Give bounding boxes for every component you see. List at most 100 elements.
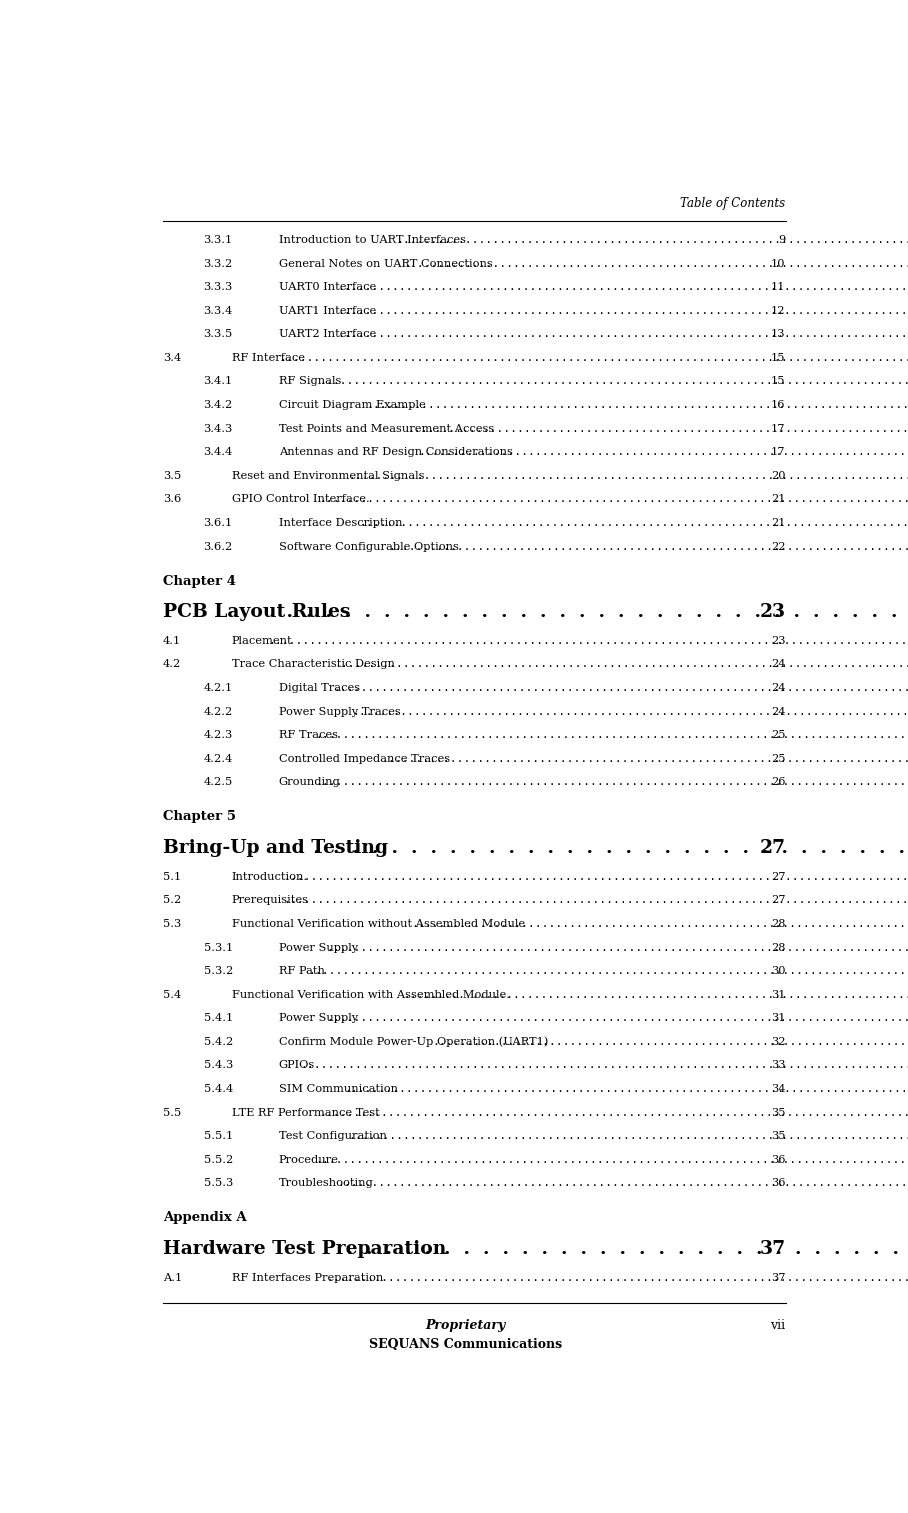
Text: 3.3.1: 3.3.1 — [203, 235, 232, 245]
Text: Placement: Placement — [232, 635, 292, 646]
Text: 32: 32 — [771, 1036, 785, 1047]
Text: vii: vii — [770, 1319, 785, 1331]
Text: ................................................................................: ........................................… — [407, 424, 908, 434]
Text: ................................................................................: ........................................… — [337, 1179, 908, 1188]
Text: 37: 37 — [771, 1272, 785, 1283]
Text: 13: 13 — [771, 330, 785, 339]
Text: 3.5: 3.5 — [163, 471, 181, 481]
Text: ................................................................................: ........................................… — [337, 281, 908, 292]
Text: 3.4.2: 3.4.2 — [203, 399, 232, 410]
Text: 3.4.1: 3.4.1 — [203, 377, 232, 386]
Text: .  .  .  .  .  .  .  .  .  .  .  .  .  .  .  .  .  .  .  .  .  .  .  .  .  .  . : . . . . . . . . . . . . . . . . . . . . … — [340, 1239, 906, 1257]
Text: 20: 20 — [771, 471, 785, 481]
Text: 17: 17 — [771, 448, 785, 457]
Text: 12: 12 — [771, 306, 785, 316]
Text: General Notes on UART Connections: General Notes on UART Connections — [279, 259, 493, 268]
Text: Interface Description: Interface Description — [279, 517, 402, 528]
Text: SEQUANS Communications: SEQUANS Communications — [369, 1339, 562, 1351]
Text: 23: 23 — [771, 635, 785, 646]
Text: 36: 36 — [771, 1179, 785, 1188]
Text: ................................................................................: ........................................… — [349, 1132, 908, 1141]
Text: ................................................................................: ........................................… — [320, 495, 908, 504]
Text: UART2 Interface: UART2 Interface — [279, 330, 376, 339]
Text: Appendix A: Appendix A — [163, 1212, 246, 1224]
Text: Power Supply: Power Supply — [279, 943, 358, 953]
Text: 5.2: 5.2 — [163, 896, 181, 905]
Text: 5.5.2: 5.5.2 — [203, 1154, 232, 1165]
Text: Test Points and Measurement Access: Test Points and Measurement Access — [279, 424, 494, 434]
Text: 3.3.4: 3.3.4 — [203, 306, 232, 316]
Text: UART0 Interface: UART0 Interface — [279, 281, 376, 292]
Text: ................................................................................: ........................................… — [389, 542, 908, 552]
Text: ................................................................................: ........................................… — [301, 1061, 908, 1070]
Text: 27: 27 — [771, 896, 785, 905]
Text: ................................................................................: ........................................… — [333, 682, 908, 693]
Text: 26: 26 — [771, 778, 785, 787]
Text: 22: 22 — [771, 542, 785, 552]
Text: ................................................................................: ........................................… — [319, 377, 908, 386]
Text: 31: 31 — [771, 1014, 785, 1023]
Text: 5.3: 5.3 — [163, 918, 181, 929]
Text: Introduction to UART Interfaces: Introduction to UART Interfaces — [279, 235, 466, 245]
Text: 36: 36 — [771, 1154, 785, 1165]
Text: 5.4.3: 5.4.3 — [203, 1061, 232, 1070]
Text: 3.6.2: 3.6.2 — [203, 542, 232, 552]
Text: ................................................................................: ........................................… — [315, 778, 908, 787]
Text: 3.3.5: 3.3.5 — [203, 330, 232, 339]
Text: ................................................................................: ........................................… — [396, 235, 908, 245]
Text: ................................................................................: ........................................… — [367, 399, 908, 410]
Text: ................................................................................: ........................................… — [315, 1154, 908, 1165]
Text: 4.2.4: 4.2.4 — [203, 753, 232, 764]
Text: LTE RF Performance Test: LTE RF Performance Test — [232, 1108, 380, 1118]
Text: ................................................................................: ........................................… — [337, 330, 908, 339]
Text: 24: 24 — [771, 707, 785, 717]
Text: 34: 34 — [771, 1083, 785, 1094]
Text: Functional Verification with Assembled Module.: Functional Verification with Assembled M… — [232, 990, 509, 1000]
Text: ................................................................................: ........................................… — [282, 871, 908, 882]
Text: 30: 30 — [771, 967, 785, 976]
Text: Functional Verification without Assembled Module: Functional Verification without Assemble… — [232, 918, 525, 929]
Text: 24: 24 — [771, 660, 785, 669]
Text: 5.5.3: 5.5.3 — [203, 1179, 232, 1188]
Text: ................................................................................: ........................................… — [327, 1272, 908, 1283]
Text: 3.4.4: 3.4.4 — [203, 448, 232, 457]
Text: 25: 25 — [771, 731, 785, 740]
Text: 24: 24 — [771, 682, 785, 693]
Text: 5.5.1: 5.5.1 — [203, 1132, 232, 1141]
Text: 5.5: 5.5 — [163, 1108, 181, 1118]
Text: ................................................................................: ........................................… — [279, 353, 908, 363]
Text: 28: 28 — [771, 943, 785, 953]
Text: ................................................................................: ........................................… — [326, 943, 908, 953]
Text: 4.2: 4.2 — [163, 660, 181, 669]
Text: 3.6.1: 3.6.1 — [203, 517, 232, 528]
Text: 25: 25 — [771, 753, 785, 764]
Text: RF Interfaces Preparation: RF Interfaces Preparation — [232, 1272, 383, 1283]
Text: Trace Characteristic Design: Trace Characteristic Design — [232, 660, 395, 669]
Text: ................................................................................: ........................................… — [282, 896, 908, 905]
Text: 28: 28 — [771, 918, 785, 929]
Text: .  .  .  .  .  .  .  .  .  .  .  .  .  .  .  .  .  .  .  .  .  .  .  .  .  .  . : . . . . . . . . . . . . . . . . . . . . … — [307, 838, 908, 856]
Text: 4.2.5: 4.2.5 — [203, 778, 232, 787]
Text: 5.4.2: 5.4.2 — [203, 1036, 232, 1047]
Text: Table of Contents: Table of Contents — [680, 197, 785, 209]
Text: ................................................................................: ........................................… — [320, 1108, 908, 1118]
Text: 27: 27 — [759, 838, 785, 856]
Text: 3.4: 3.4 — [163, 353, 181, 363]
Text: Power Supply: Power Supply — [279, 1014, 358, 1023]
Text: ................................................................................: ........................................… — [326, 1014, 908, 1023]
Text: Power Supply Traces: Power Supply Traces — [279, 707, 400, 717]
Text: 5.3.1: 5.3.1 — [203, 943, 232, 953]
Text: 4.2.2: 4.2.2 — [203, 707, 232, 717]
Text: PCB Layout Rules: PCB Layout Rules — [163, 604, 350, 620]
Text: 35: 35 — [771, 1108, 785, 1118]
Text: Chapter 4: Chapter 4 — [163, 575, 236, 587]
Text: A.1: A.1 — [163, 1272, 182, 1283]
Text: 35: 35 — [771, 1132, 785, 1141]
Text: Introduction.: Introduction. — [232, 871, 308, 882]
Text: 17: 17 — [771, 424, 785, 434]
Text: RF Traces: RF Traces — [279, 731, 338, 740]
Text: ................................................................................: ........................................… — [308, 967, 908, 976]
Text: 5.3.2: 5.3.2 — [203, 967, 232, 976]
Text: ................................................................................: ........................................… — [268, 635, 908, 646]
Text: 3.4.3: 3.4.3 — [203, 424, 232, 434]
